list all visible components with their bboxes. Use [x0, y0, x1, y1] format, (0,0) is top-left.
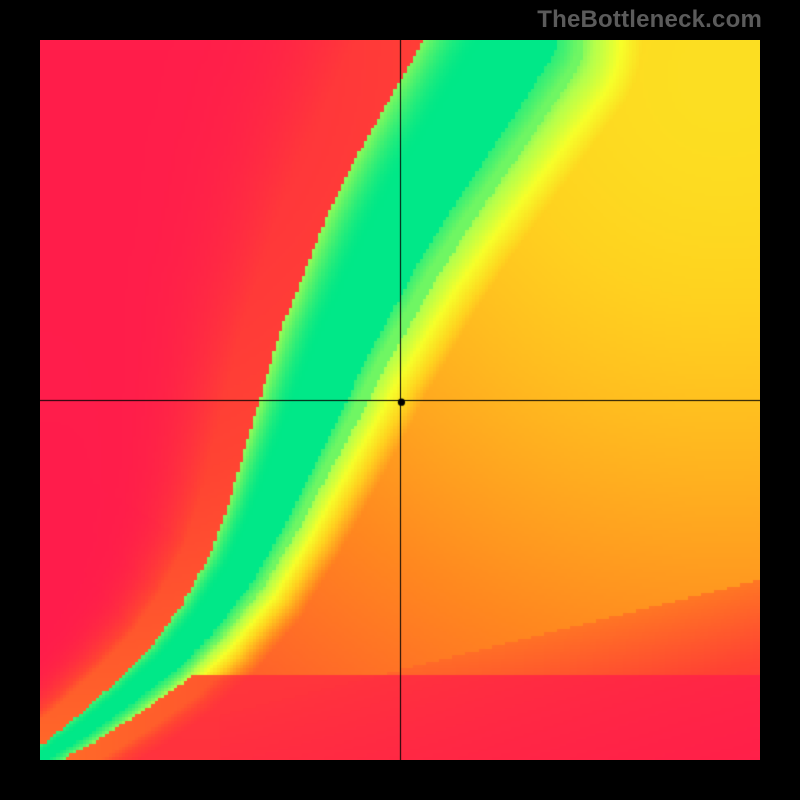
chart-container: { "watermark": { "text": "TheBottleneck.… — [0, 0, 800, 800]
watermark-text: TheBottleneck.com — [537, 6, 762, 34]
bottleneck-heatmap — [40, 40, 760, 760]
